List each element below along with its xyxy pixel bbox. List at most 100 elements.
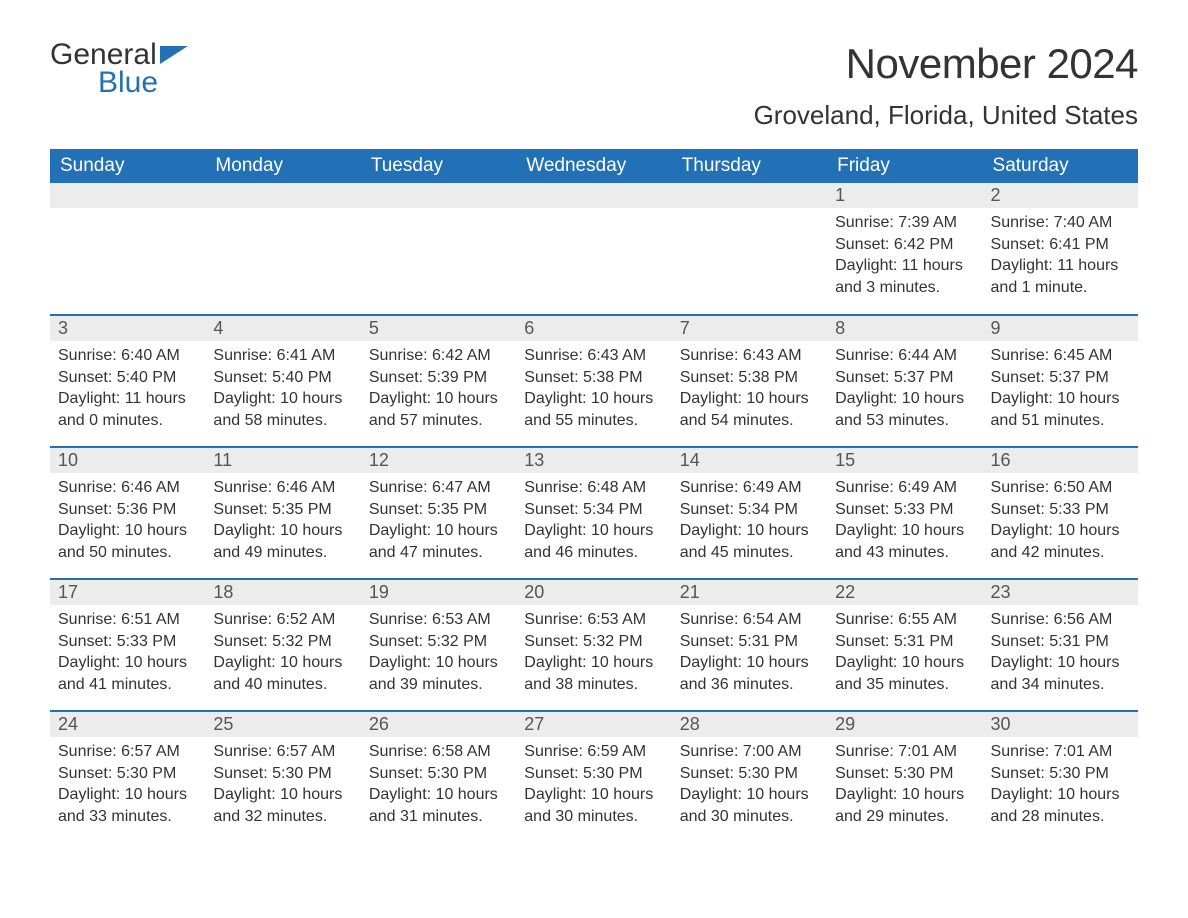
calendar-day-cell: 11Sunrise: 6:46 AMSunset: 5:35 PMDayligh… (205, 447, 360, 579)
calendar-day-cell (516, 183, 671, 315)
day-details: Sunrise: 6:42 AMSunset: 5:39 PMDaylight:… (361, 341, 516, 439)
daylight-line: Daylight: 11 hours and 3 minutes. (835, 255, 974, 298)
sunrise-line: Sunrise: 6:49 AM (835, 477, 974, 499)
calendar-day-cell: 5Sunrise: 6:42 AMSunset: 5:39 PMDaylight… (361, 315, 516, 447)
day-number: 29 (827, 712, 982, 737)
sunset-line: Sunset: 5:32 PM (369, 631, 508, 653)
sunset-line: Sunset: 5:40 PM (213, 367, 352, 389)
weekday-header: Monday (205, 149, 360, 183)
day-details: Sunrise: 7:00 AMSunset: 5:30 PMDaylight:… (672, 737, 827, 835)
calendar-day-cell: 16Sunrise: 6:50 AMSunset: 5:33 PMDayligh… (983, 447, 1138, 579)
day-number: 22 (827, 580, 982, 605)
day-number: 12 (361, 448, 516, 473)
calendar-day-cell: 12Sunrise: 6:47 AMSunset: 5:35 PMDayligh… (361, 447, 516, 579)
calendar-day-cell (672, 183, 827, 315)
day-number: 24 (50, 712, 205, 737)
sunset-line: Sunset: 5:37 PM (835, 367, 974, 389)
day-details: Sunrise: 6:51 AMSunset: 5:33 PMDaylight:… (50, 605, 205, 703)
daylight-line: Daylight: 10 hours and 42 minutes. (991, 520, 1130, 563)
sunrise-line: Sunrise: 6:59 AM (524, 741, 663, 763)
day-details: Sunrise: 6:54 AMSunset: 5:31 PMDaylight:… (672, 605, 827, 703)
sunrise-line: Sunrise: 6:50 AM (991, 477, 1130, 499)
page-header: General Blue November 2024 Groveland, Fl… (50, 40, 1138, 143)
day-details: Sunrise: 6:46 AMSunset: 5:35 PMDaylight:… (205, 473, 360, 571)
day-details: Sunrise: 7:40 AMSunset: 6:41 PMDaylight:… (983, 208, 1138, 306)
daylight-line: Daylight: 10 hours and 30 minutes. (524, 784, 663, 827)
daylight-line: Daylight: 10 hours and 32 minutes. (213, 784, 352, 827)
daylight-line: Daylight: 10 hours and 41 minutes. (58, 652, 197, 695)
sunset-line: Sunset: 5:40 PM (58, 367, 197, 389)
calendar-day-cell: 29Sunrise: 7:01 AMSunset: 5:30 PMDayligh… (827, 711, 982, 843)
calendar-day-cell: 10Sunrise: 6:46 AMSunset: 5:36 PMDayligh… (50, 447, 205, 579)
sunrise-line: Sunrise: 6:40 AM (58, 345, 197, 367)
day-details: Sunrise: 6:53 AMSunset: 5:32 PMDaylight:… (516, 605, 671, 703)
day-number: 26 (361, 712, 516, 737)
day-details: Sunrise: 6:49 AMSunset: 5:33 PMDaylight:… (827, 473, 982, 571)
daylight-line: Daylight: 10 hours and 35 minutes. (835, 652, 974, 695)
day-details: Sunrise: 6:43 AMSunset: 5:38 PMDaylight:… (672, 341, 827, 439)
calendar-day-cell: 7Sunrise: 6:43 AMSunset: 5:38 PMDaylight… (672, 315, 827, 447)
daylight-line: Daylight: 10 hours and 50 minutes. (58, 520, 197, 563)
sunset-line: Sunset: 5:30 PM (213, 763, 352, 785)
sunrise-line: Sunrise: 6:57 AM (213, 741, 352, 763)
calendar-day-cell (205, 183, 360, 315)
sunset-line: Sunset: 5:31 PM (680, 631, 819, 653)
weekday-header: Thursday (672, 149, 827, 183)
day-details: Sunrise: 7:39 AMSunset: 6:42 PMDaylight:… (827, 208, 982, 306)
daylight-line: Daylight: 10 hours and 31 minutes. (369, 784, 508, 827)
calendar-day-cell: 14Sunrise: 6:49 AMSunset: 5:34 PMDayligh… (672, 447, 827, 579)
sunrise-line: Sunrise: 6:46 AM (58, 477, 197, 499)
calendar-day-cell: 27Sunrise: 6:59 AMSunset: 5:30 PMDayligh… (516, 711, 671, 843)
sunrise-line: Sunrise: 6:56 AM (991, 609, 1130, 631)
daylight-line: Daylight: 10 hours and 46 minutes. (524, 520, 663, 563)
calendar-week-row: 10Sunrise: 6:46 AMSunset: 5:36 PMDayligh… (50, 447, 1138, 579)
sunrise-line: Sunrise: 7:00 AM (680, 741, 819, 763)
daylight-line: Daylight: 10 hours and 49 minutes. (213, 520, 352, 563)
calendar-day-cell: 4Sunrise: 6:41 AMSunset: 5:40 PMDaylight… (205, 315, 360, 447)
sunset-line: Sunset: 5:36 PM (58, 499, 197, 521)
day-details: Sunrise: 6:59 AMSunset: 5:30 PMDaylight:… (516, 737, 671, 835)
day-number: 9 (983, 316, 1138, 341)
brand-word2: Blue (98, 66, 158, 100)
calendar-day-cell: 3Sunrise: 6:40 AMSunset: 5:40 PMDaylight… (50, 315, 205, 447)
sunset-line: Sunset: 5:30 PM (524, 763, 663, 785)
day-number: 18 (205, 580, 360, 605)
title-block: November 2024 Groveland, Florida, United… (754, 40, 1138, 143)
daylight-line: Daylight: 10 hours and 36 minutes. (680, 652, 819, 695)
day-number: 13 (516, 448, 671, 473)
location-subtitle: Groveland, Florida, United States (754, 100, 1138, 131)
sunrise-line: Sunrise: 6:43 AM (680, 345, 819, 367)
day-number: 28 (672, 712, 827, 737)
day-details: Sunrise: 6:43 AMSunset: 5:38 PMDaylight:… (516, 341, 671, 439)
calendar-day-cell: 17Sunrise: 6:51 AMSunset: 5:33 PMDayligh… (50, 579, 205, 711)
day-number: 3 (50, 316, 205, 341)
calendar-day-cell: 22Sunrise: 6:55 AMSunset: 5:31 PMDayligh… (827, 579, 982, 711)
calendar-day-cell: 19Sunrise: 6:53 AMSunset: 5:32 PMDayligh… (361, 579, 516, 711)
calendar-day-cell: 2Sunrise: 7:40 AMSunset: 6:41 PMDaylight… (983, 183, 1138, 315)
day-details: Sunrise: 6:49 AMSunset: 5:34 PMDaylight:… (672, 473, 827, 571)
calendar-day-cell: 6Sunrise: 6:43 AMSunset: 5:38 PMDaylight… (516, 315, 671, 447)
day-number: 5 (361, 316, 516, 341)
calendar-day-cell: 8Sunrise: 6:44 AMSunset: 5:37 PMDaylight… (827, 315, 982, 447)
sunrise-line: Sunrise: 6:52 AM (213, 609, 352, 631)
daylight-line: Daylight: 10 hours and 47 minutes. (369, 520, 508, 563)
sunrise-line: Sunrise: 6:58 AM (369, 741, 508, 763)
day-number: 11 (205, 448, 360, 473)
day-number: 2 (983, 183, 1138, 208)
day-number-empty (672, 183, 827, 208)
daylight-line: Daylight: 10 hours and 54 minutes. (680, 388, 819, 431)
calendar-day-cell: 13Sunrise: 6:48 AMSunset: 5:34 PMDayligh… (516, 447, 671, 579)
sunrise-line: Sunrise: 7:01 AM (835, 741, 974, 763)
day-details: Sunrise: 6:50 AMSunset: 5:33 PMDaylight:… (983, 473, 1138, 571)
day-number: 20 (516, 580, 671, 605)
day-details: Sunrise: 6:57 AMSunset: 5:30 PMDaylight:… (50, 737, 205, 835)
day-details: Sunrise: 6:57 AMSunset: 5:30 PMDaylight:… (205, 737, 360, 835)
daylight-line: Daylight: 10 hours and 43 minutes. (835, 520, 974, 563)
day-number: 15 (827, 448, 982, 473)
day-number: 23 (983, 580, 1138, 605)
day-number: 25 (205, 712, 360, 737)
calendar-week-row: 24Sunrise: 6:57 AMSunset: 5:30 PMDayligh… (50, 711, 1138, 843)
sunrise-line: Sunrise: 7:39 AM (835, 212, 974, 234)
calendar-day-cell: 9Sunrise: 6:45 AMSunset: 5:37 PMDaylight… (983, 315, 1138, 447)
day-number: 8 (827, 316, 982, 341)
